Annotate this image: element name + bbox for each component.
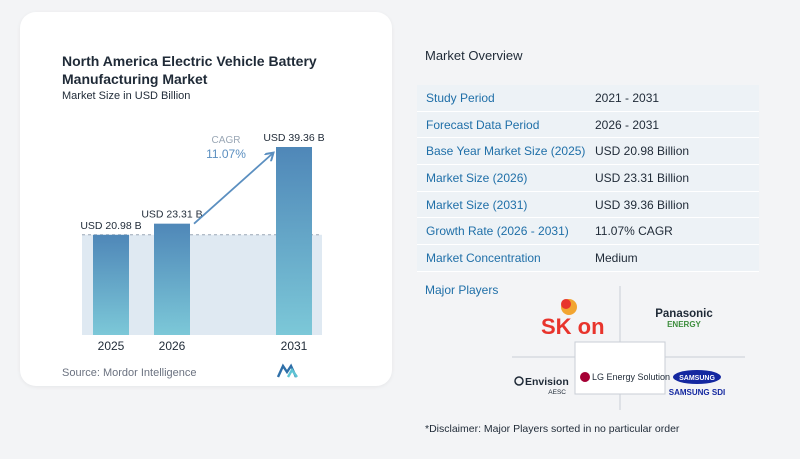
overview-row: Growth Rate (2026 - 2031) 11.07% CAGR [417,218,759,246]
tick-label-2026: 2026 [159,339,186,353]
row-value: USD 20.98 Billion [595,144,690,159]
bar-2026 [154,223,190,335]
envision-sub: AESC [548,389,566,396]
cagr-value: 11.07% [206,147,246,161]
envision-name: Envision [525,376,569,388]
major-players-label: Major Players [425,283,499,297]
overview-row: Market Size (2026) USD 23.31 Billion [417,165,759,192]
bar-2025 [93,234,129,335]
sk-on-logo-text: SK on [541,314,605,339]
row-label: Market Size (2031) [426,197,528,212]
cagr-label: CAGR [212,135,241,146]
data-label-2025: USD 20.98 B [80,220,141,232]
chart-source: Source: Mordor Intelligence [62,367,197,379]
panasonic-sub: ENERGY [667,320,701,329]
row-label: Forecast Data Period [426,117,540,132]
bar-2031 [276,147,312,335]
disclaimer: *Disclaimer: Major Players sorted in no … [425,423,680,435]
tick-label-2025: 2025 [98,339,125,353]
overview-row: Market Size (2031) USD 39.36 Billion [417,191,759,219]
row-label: Market Size (2026) [426,170,528,185]
row-value: 2026 - 2031 [595,117,660,132]
overview-row: Study Period 2021 - 2031 [417,85,759,112]
bar-chart: USD 20.98 B 2025 USD 23.31 B 2026 USD 39.36 … [80,132,324,353]
samsung-name: SAMSUNG [679,375,715,382]
lg-energy-solution-logo: LG Energy Solution [580,372,670,382]
row-label: Market Concentration [426,250,541,265]
row-value: Medium [595,250,638,265]
data-label-2026: USD 23.31 B [141,209,202,221]
row-value: 2021 - 2031 [595,90,660,105]
panasonic-energy-logo: Panasonic ENERGY [655,308,713,329]
row-label: Base Year Market Size (2025) [426,144,586,159]
samsung-sdi-logo: SAMSUNG SAMSUNG SDI [669,370,725,397]
lg-name: LG Energy Solution [592,372,670,382]
samsung-sub: SAMSUNG SDI [669,388,725,397]
overview-row: Forecast Data Period 2026 - 2031 [417,111,759,139]
envision-aesc-logo: Envision AESC [514,376,569,396]
overview-row: Base Year Market Size (2025) USD 20.98 Bi… [417,138,759,166]
row-value: USD 39.36 Billion [595,197,690,212]
overview-table: Study Period 2021 - 2031 Forecast Data Pe… [417,85,759,272]
sk-on-logo: SK on [541,299,605,339]
row-label: Growth Rate (2026 - 2031) [426,224,569,239]
cagr-arrow [193,154,272,225]
row-value: 11.07% CAGR [595,224,673,239]
panasonic-name: Panasonic [655,308,713,320]
chart-title: North America Electric Vehicle Battery M… [62,53,317,87]
row-value: USD 23.31 Billion [595,170,690,185]
tick-label-2031: 2031 [281,339,308,353]
row-label: Study Period [426,90,495,105]
overview-row: Market Concentration Medium [417,245,759,272]
data-label-2031: USD 39.36 B [263,132,324,144]
chart-subtitle: Market Size in USD Billion [62,90,191,102]
overview-title: Market Overview [425,48,523,63]
